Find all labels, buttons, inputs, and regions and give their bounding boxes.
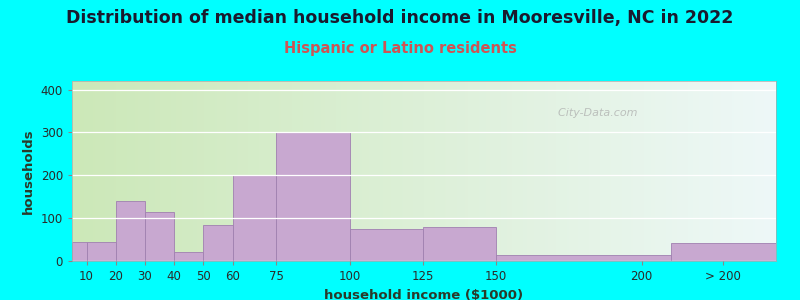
Bar	[422, 227, 495, 261]
Y-axis label: households: households	[22, 128, 35, 214]
Bar	[350, 229, 422, 261]
Bar	[72, 242, 86, 261]
Text: Hispanic or Latino residents: Hispanic or Latino residents	[283, 40, 517, 56]
Text: Distribution of median household income in Mooresville, NC in 2022: Distribution of median household income …	[66, 9, 734, 27]
Bar	[86, 242, 116, 261]
Bar	[203, 225, 233, 261]
Bar	[116, 201, 145, 261]
Text: City-Data.com: City-Data.com	[550, 108, 638, 118]
Bar	[174, 252, 203, 261]
Bar	[145, 212, 174, 261]
Bar	[233, 175, 277, 261]
Bar	[277, 132, 350, 261]
Bar	[671, 243, 776, 261]
X-axis label: household income ($1000): household income ($1000)	[325, 289, 523, 300]
Bar	[495, 255, 671, 261]
